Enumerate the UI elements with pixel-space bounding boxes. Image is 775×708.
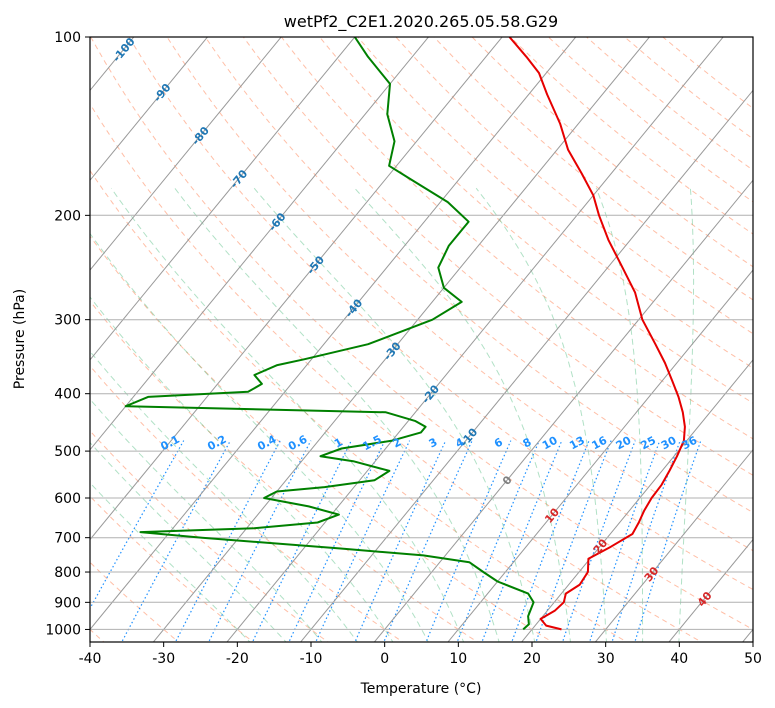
mixing-ratio-label: 20	[614, 434, 634, 453]
mixing-ratio-label: 30	[659, 434, 679, 453]
moist-adiabat-line	[678, 188, 695, 642]
dry-adiabat-line	[433, 37, 753, 301]
dry-adiabat-line	[128, 37, 753, 591]
x-tick-label: -30	[152, 651, 175, 667]
isotherm-line	[90, 37, 282, 271]
moist-adiabat-line	[90, 441, 287, 642]
mixing-ratio-line	[611, 440, 681, 642]
moist-adiabat-line	[90, 232, 429, 642]
x-tick-label: 10	[449, 651, 467, 667]
isotherm-line	[90, 37, 209, 182]
mixing-ratio-label: 10	[540, 434, 560, 453]
mixing-ratio-label: 16	[590, 434, 610, 453]
mixing-ratio-label: 13	[567, 434, 587, 453]
mixing-ratio-line	[383, 440, 473, 642]
isotherm-line	[90, 37, 356, 361]
moist-adiabat-line	[174, 187, 500, 642]
x-tick-label: -40	[79, 651, 102, 667]
mixing-ratio-line	[425, 440, 512, 642]
mixing-ratio-line	[456, 440, 540, 642]
isotherm-line	[90, 37, 503, 541]
mixing-ratio-label: 36	[680, 434, 700, 453]
y-tick-label: 500	[54, 444, 81, 460]
isotherm-line	[668, 538, 753, 642]
moist-adiabat-line	[90, 296, 394, 642]
x-tick-label: -10	[300, 651, 323, 667]
moist-adiabat-line	[90, 482, 251, 642]
chart-title: wetPf2_C2E1.2020.265.05.58.G29	[284, 12, 558, 32]
dry-adiabat-line	[90, 37, 753, 630]
mixing-ratio-line	[288, 440, 386, 642]
y-tick-label: 1000	[45, 622, 81, 638]
isotherm-line	[594, 448, 753, 642]
dry-adiabat-line	[242, 37, 753, 476]
mixing-ratio-line	[121, 440, 231, 642]
mixing-ratio-label: 25	[638, 434, 658, 453]
y-tick-label: 400	[54, 387, 81, 403]
mixing-ratio-line	[174, 440, 281, 642]
isotherm-line	[373, 179, 753, 642]
mixing-ratio-line	[634, 440, 702, 642]
moist-adiabat-line	[90, 350, 359, 642]
isotherm-line	[226, 37, 724, 642]
moist-adiabat-line	[253, 187, 536, 642]
x-tick-label: 0	[380, 651, 389, 667]
x-tick-label: -20	[226, 651, 249, 667]
x-tick-label: 50	[744, 651, 762, 667]
y-tick-label: 700	[54, 531, 81, 547]
x-tick-label: 30	[597, 651, 615, 667]
axes: -40 -30 -20 -10 0 10 20 30 40 50 100 200 300 400 500 60…	[45, 30, 762, 667]
dry-adiabat-line	[319, 37, 753, 404]
y-tick-label: 600	[54, 491, 81, 507]
temperature-profile-line	[508, 37, 686, 631]
x-tick-label: 40	[670, 651, 688, 667]
dry-adiabat-line	[204, 37, 753, 514]
dewpoint-profile-line	[124, 37, 535, 631]
moist-adiabat-line	[595, 188, 644, 642]
y-tick-label: 800	[54, 565, 81, 581]
x-tick-label: 20	[523, 651, 541, 667]
y-tick-label: 200	[54, 208, 81, 224]
plot-frame	[89, 36, 754, 643]
sounding-profiles	[124, 37, 686, 631]
isotherm-line	[90, 37, 430, 451]
mixing-ratio-line	[315, 440, 411, 642]
dry-adiabat-line	[395, 37, 753, 335]
y-tick-label: 100	[54, 30, 81, 46]
y-tick-label: 300	[54, 313, 81, 329]
x-axis-label: Temperature (°C)	[360, 681, 482, 697]
moist-adiabat-line	[354, 187, 572, 642]
isotherm-line	[521, 359, 753, 642]
moist-adiabat-line	[110, 187, 465, 642]
y-tick-label: 900	[54, 595, 81, 611]
isotherm-line	[447, 269, 753, 642]
isotherm-line	[300, 89, 753, 642]
isotherm-line	[90, 37, 577, 631]
mixing-ratio-line	[481, 440, 563, 642]
y-axis-label: Pressure (hPa)	[12, 289, 28, 389]
